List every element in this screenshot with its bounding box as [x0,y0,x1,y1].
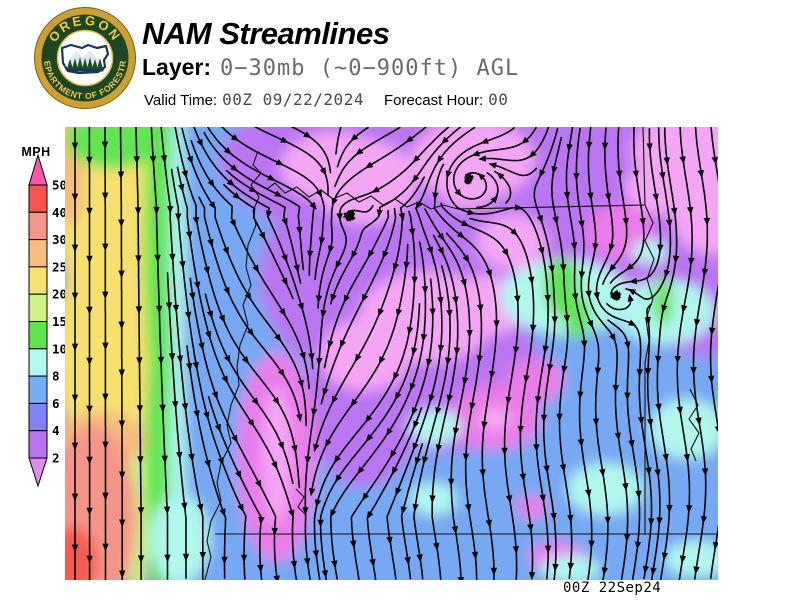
colorbar-segment [28,239,48,268]
colorbar-above-max [28,153,48,186]
colorbar-segment [28,266,48,295]
colorbar-below-min [28,457,48,488]
layer-value: 0−30mb (~0−900ft) AGL [220,56,520,81]
colorbar-tick: 40 [52,205,67,220]
odf-logo: OREGON DEPARTMENT OF FORESTRY [30,0,137,110]
valid-time-value: 00Z 09/22/2024 [222,90,364,109]
colorbar-units-label: MPH [21,145,51,159]
colorbar-segment [28,321,48,350]
forecast-hour-label: Forecast Hour: [383,92,484,109]
map-timestamp: 00Z 22Sep24 [563,580,662,596]
colorbar-tick: 20 [52,287,67,302]
colorbar-tick: 6 [52,396,60,411]
forecast-hour-value: 00 [488,90,509,109]
colorbar-tick: 50 [52,178,67,193]
colorbar-tick: 15 [52,314,67,329]
valid-time-label: Valid Time: [144,92,218,109]
layer-line: Layer: 0−30mb (~0−900ft) AGL [142,54,519,81]
colorbar-segment [28,293,48,322]
colorbar-tick: 4 [52,423,60,438]
wind-speed-field [65,127,718,580]
layer-label: Layer: [142,54,212,80]
colorbar-tick: 25 [52,259,67,274]
time-line: Valid Time: 00Z 09/22/2024 Forecast Hour: 0… [144,90,508,109]
colorbar-segment [28,430,48,459]
colorbar-segment [28,375,48,404]
colorbar-tick: 30 [52,232,67,247]
colorbar-tick: 10 [52,341,67,356]
page-title: NAM Streamlines [142,16,390,51]
colorbar-segment [28,211,48,241]
streamline-map [65,127,718,580]
colorbar-tick: 8 [52,369,60,384]
colorbar-tick: 2 [52,451,60,466]
logo-state-scene [60,43,110,75]
logo-ground [65,69,104,72]
flow-arrows [71,131,718,580]
wind-speed-colorbar: 50 40 30 25 20 15 10 8 6 4 2 [28,153,67,488]
colorbar-segment [28,402,48,432]
colorbar-segment [28,348,48,377]
logo-trees [67,57,103,69]
state-borders [204,127,718,580]
colorbar-segment [28,184,48,213]
